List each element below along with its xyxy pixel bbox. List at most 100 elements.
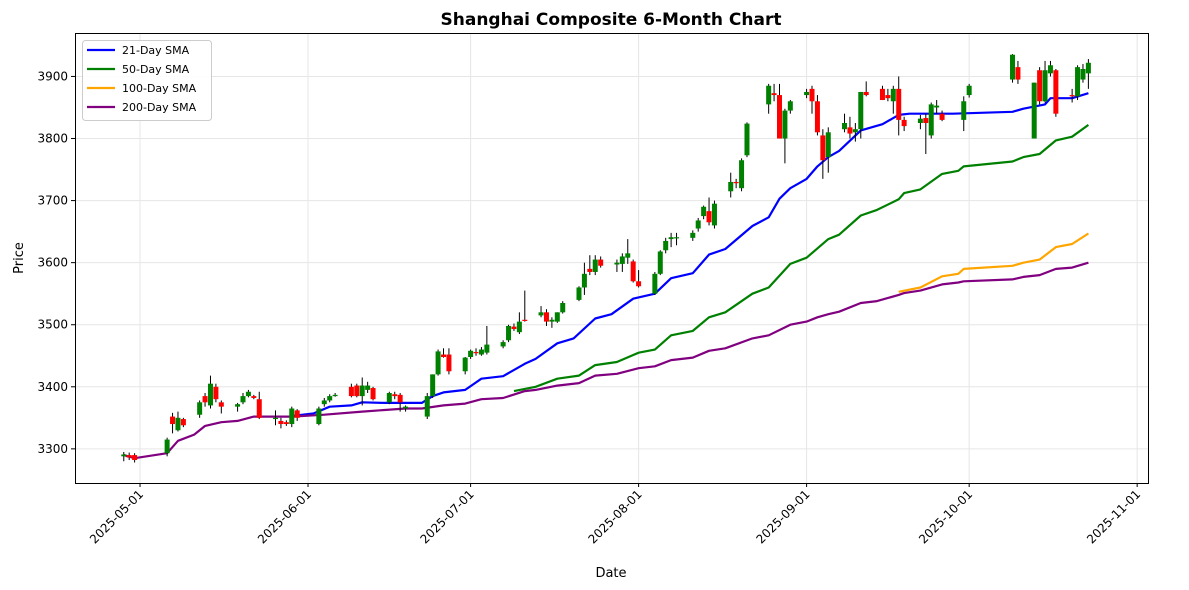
candle [202, 393, 208, 407]
candle-body [126, 455, 132, 458]
candle-body [197, 402, 203, 415]
legend-box [82, 40, 212, 121]
candle [1053, 69, 1059, 117]
candle [739, 158, 745, 192]
candle-body [771, 93, 777, 96]
candle [468, 349, 474, 359]
candle-body [121, 454, 127, 457]
candle [966, 83, 972, 98]
candle-body [235, 404, 241, 407]
candle-body [863, 91, 869, 96]
candle-body [468, 350, 474, 357]
candle [728, 172, 734, 198]
x-tick-label: 2025-06-01 [255, 487, 314, 546]
candle [180, 417, 186, 428]
candle [543, 309, 549, 326]
candle-body [348, 386, 354, 397]
candle [354, 383, 360, 398]
sma-line-100-day-sma [898, 232, 1089, 293]
candle [598, 256, 604, 268]
candle-body [473, 352, 479, 354]
candle-body [365, 385, 371, 390]
candle [657, 250, 663, 276]
candle-body [543, 312, 549, 322]
candle-body [668, 237, 674, 240]
candle-body [213, 386, 219, 400]
candle-body [663, 240, 669, 251]
candle-body [516, 321, 522, 333]
candle-body [403, 406, 409, 409]
candle [289, 406, 295, 428]
candle [852, 123, 858, 142]
candle [283, 420, 289, 426]
candle-body [392, 394, 398, 397]
sma-lines [123, 92, 1090, 460]
candle [1047, 60, 1053, 77]
candle [365, 381, 371, 393]
candle [663, 237, 669, 254]
candle-body [1042, 70, 1048, 102]
candle [121, 451, 127, 462]
candle-body [1015, 67, 1021, 80]
y-tick-label: 3900 [37, 69, 68, 83]
candle [386, 391, 392, 405]
candle-body [766, 85, 772, 105]
candle-body [273, 417, 279, 420]
sma-line-50-day-sma [513, 124, 1090, 393]
candle-body [711, 203, 717, 226]
candle-body [966, 85, 972, 96]
candle-body [814, 101, 820, 133]
candle [668, 232, 674, 248]
candle [278, 417, 284, 429]
legend-label: 21-Day SMA [122, 44, 190, 57]
candle-body [332, 394, 338, 397]
x-tick-label: 2025-10-01 [916, 487, 975, 546]
plot-frame [75, 33, 1149, 484]
candle [782, 108, 788, 164]
candle [896, 76, 902, 136]
candle [939, 110, 945, 122]
candle-body [424, 396, 430, 417]
candle-body [1010, 54, 1016, 80]
candle-body [359, 385, 365, 397]
candle [273, 410, 279, 426]
candle-body [923, 118, 929, 123]
candle [549, 317, 555, 328]
candle-body [619, 256, 625, 264]
candle-body [435, 351, 441, 375]
candle-body [397, 394, 403, 403]
candle-body [294, 410, 300, 418]
candle-body [321, 400, 327, 405]
candle-body [478, 349, 484, 355]
candle [787, 100, 793, 114]
candle-body [251, 396, 257, 398]
candles [121, 54, 1091, 463]
candle-body [928, 104, 934, 136]
candle [251, 394, 257, 400]
candle [695, 217, 701, 232]
candle [538, 306, 544, 318]
candle-body [598, 259, 604, 266]
candle [170, 412, 176, 434]
x-tick-label: 2025-08-01 [585, 487, 644, 546]
candle [1010, 54, 1016, 83]
candle-body [657, 251, 663, 274]
candle-body [896, 88, 902, 120]
candle [473, 348, 479, 356]
candle-body [847, 127, 853, 134]
candle [256, 391, 262, 420]
candle [814, 95, 820, 136]
candle [771, 83, 777, 102]
candle [484, 325, 490, 355]
candle-body [879, 88, 885, 101]
candle [1075, 65, 1081, 101]
candle [435, 349, 441, 376]
candle [392, 391, 398, 400]
candle-body [218, 402, 224, 407]
candle-body [256, 399, 262, 418]
candle [701, 205, 707, 220]
y-tick-label: 3600 [37, 256, 68, 270]
candle [587, 255, 593, 276]
candle [1042, 60, 1048, 103]
